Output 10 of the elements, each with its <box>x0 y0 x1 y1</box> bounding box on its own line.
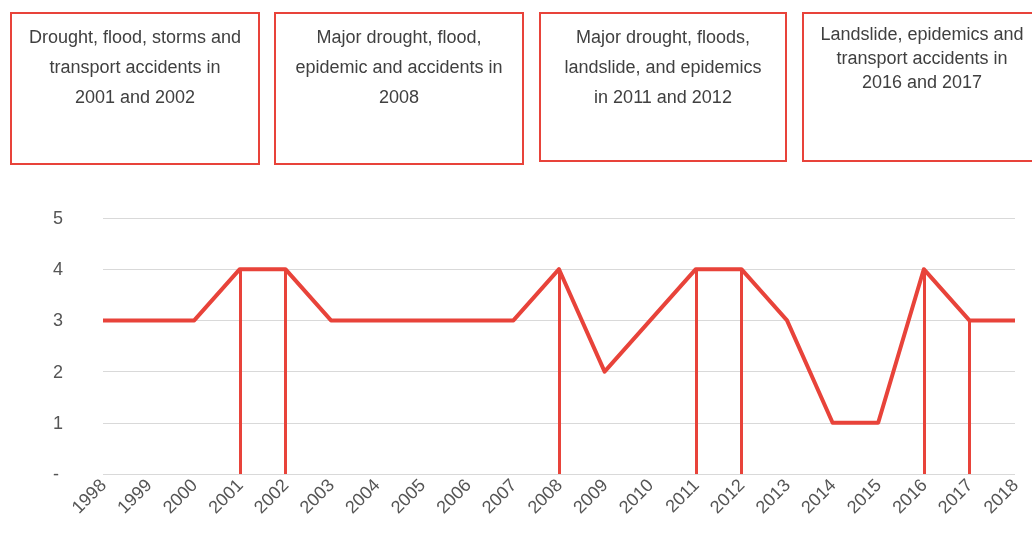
y-tick-label: 3 <box>53 310 64 331</box>
y-tick-label: 1 <box>53 412 64 433</box>
note-box: Major drought, flood, epidemic and accidents in 2008 <box>274 12 524 165</box>
y-tick-label: 5 <box>53 208 64 228</box>
note-box: Major drought, floods, landslide, and epidemics in 2011 and 2012 <box>539 12 787 162</box>
y-tick-label: 2 <box>53 361 64 382</box>
note-box: Landslide, epidemics and transport accidents in 2016 and 2017 <box>802 12 1032 162</box>
note-box: Drought, flood, storms and transport accidents in 2001 and 2002 <box>10 12 260 165</box>
y-tick-label: 4 <box>53 259 64 280</box>
y-tick-label: - <box>53 464 59 484</box>
